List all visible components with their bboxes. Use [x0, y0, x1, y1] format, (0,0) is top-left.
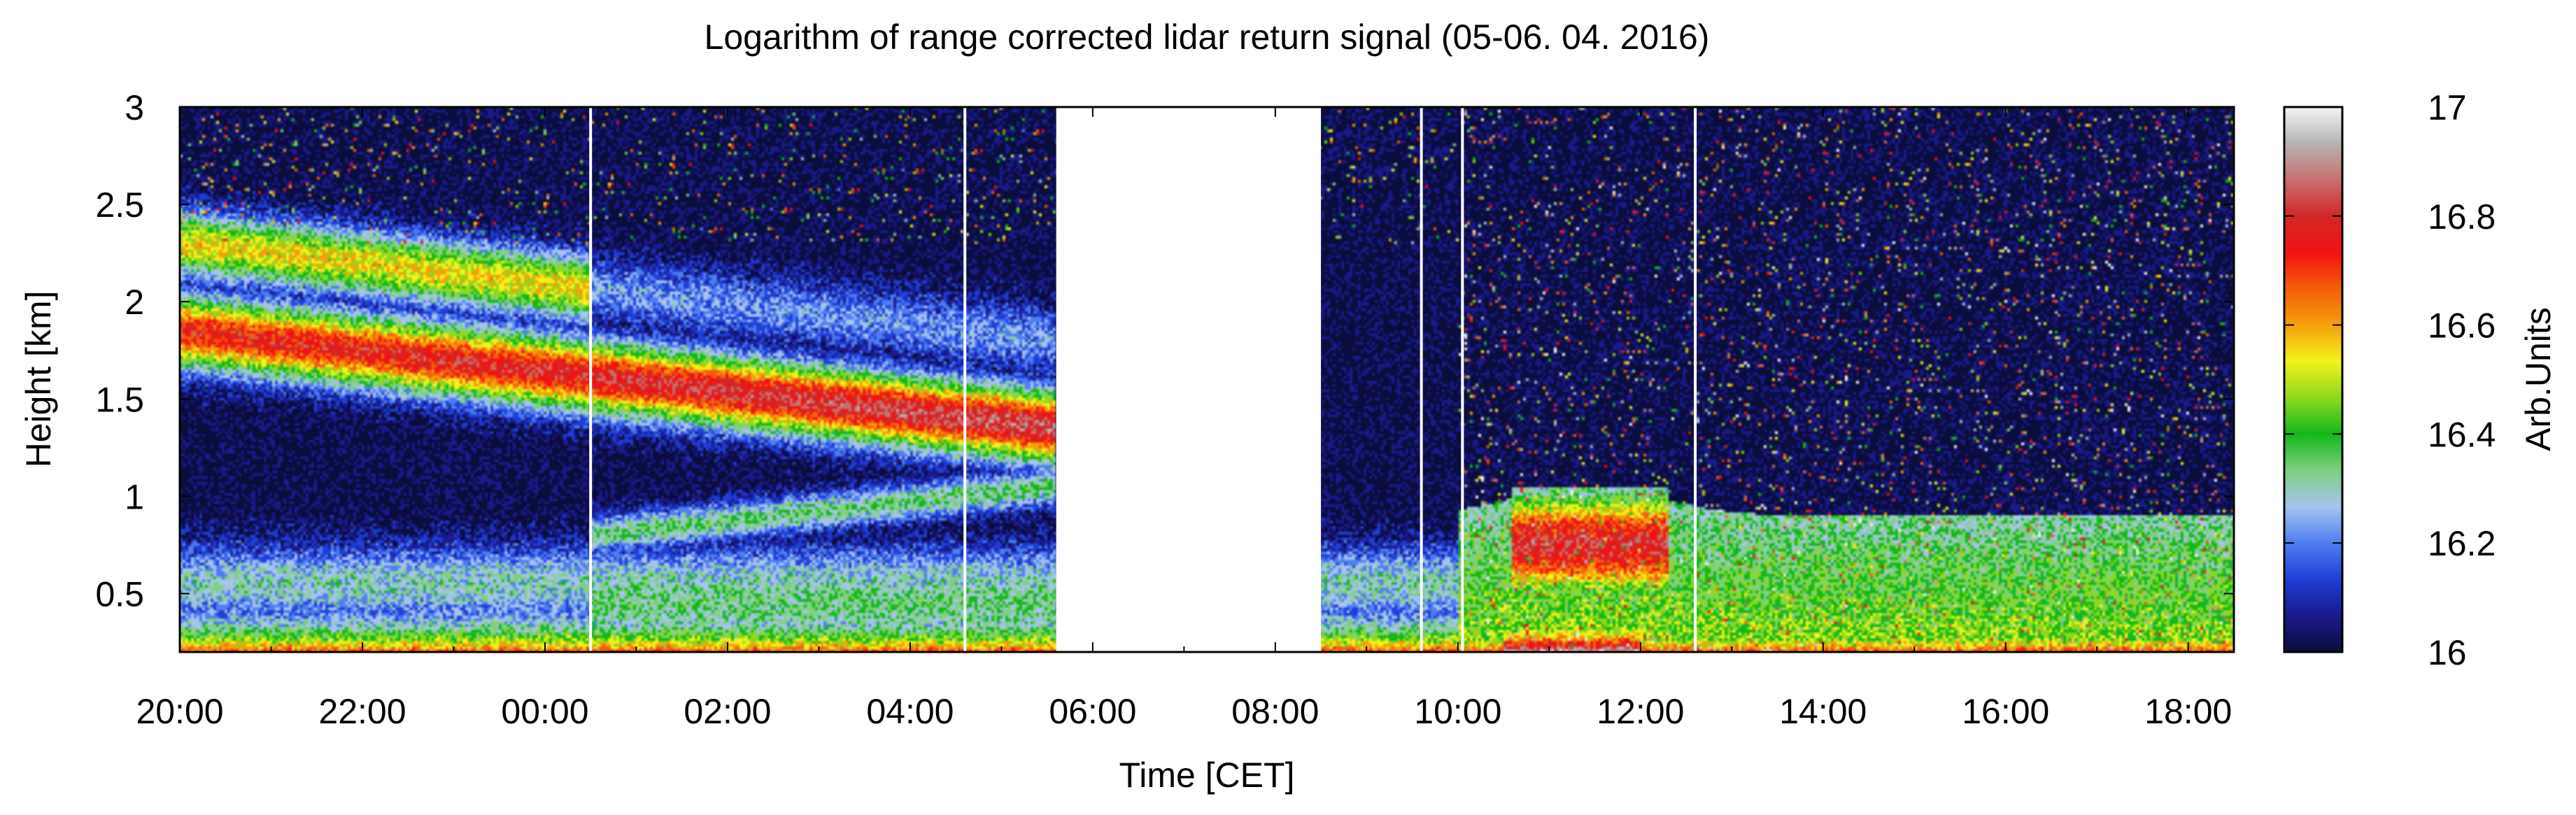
colorbar-tick-label: 16.8: [2428, 197, 2496, 236]
colorbar-ticks: 16 16.2 16.4 16.6 16.8 17: [2284, 88, 2496, 672]
colorbar-label: Arb.Units: [2519, 307, 2558, 451]
plot-area: [180, 107, 2234, 652]
colorbar-tick-label: 17: [2428, 88, 2467, 127]
x-tick-label: 18:00: [2144, 692, 2232, 731]
x-tick-label: 22:00: [318, 692, 406, 731]
no-data-region: [1056, 107, 1322, 652]
x-tick-label: 12:00: [1597, 692, 1684, 731]
chart-title: Logarithm of range corrected lidar retur…: [705, 17, 1710, 57]
x-tick-label: 20:00: [136, 692, 223, 731]
y-tick-label: 1.5: [95, 380, 144, 419]
colorbar-tick-label: 16.6: [2428, 306, 2496, 346]
data-gap-lines: [589, 107, 1697, 652]
colorbar-tick-label: 16: [2428, 633, 2467, 672]
x-tick-label: 00:00: [501, 692, 588, 731]
y-axis-ticks: 0.5 1 1.5 2 2.5 3: [95, 88, 2234, 614]
y-axis-label: Height [km]: [19, 291, 58, 468]
colorbar: [2283, 106, 2344, 653]
colorbar-tick-label: 16.2: [2428, 524, 2496, 563]
x-tick-label: 02:00: [684, 692, 771, 731]
colorbar-tick-label: 16.4: [2428, 415, 2496, 454]
y-tick-label: 3: [125, 88, 144, 127]
x-tick-label: 04:00: [866, 692, 954, 731]
x-tick-label: 10:00: [1414, 692, 1501, 731]
no-data-regions: [1056, 107, 1322, 652]
y-tick-label: 2.5: [95, 185, 144, 225]
x-tick-label: 16:00: [1962, 692, 2049, 731]
plot-frame: [178, 106, 2235, 653]
x-axis-ticks: 20:00 22:00 00:00 02:00 04:00 06:00 08:00 10:00…: [136, 107, 2232, 731]
x-axis-label: Time [CET]: [1119, 756, 1295, 795]
x-tick-label: 08:00: [1231, 692, 1319, 731]
x-tick-label: 14:00: [1779, 692, 1867, 731]
x-tick-label: 06:00: [1049, 692, 1136, 731]
y-tick-label: 0.5: [95, 575, 144, 614]
y-tick-label: 2: [125, 283, 144, 322]
y-tick-label: 1: [125, 477, 144, 516]
